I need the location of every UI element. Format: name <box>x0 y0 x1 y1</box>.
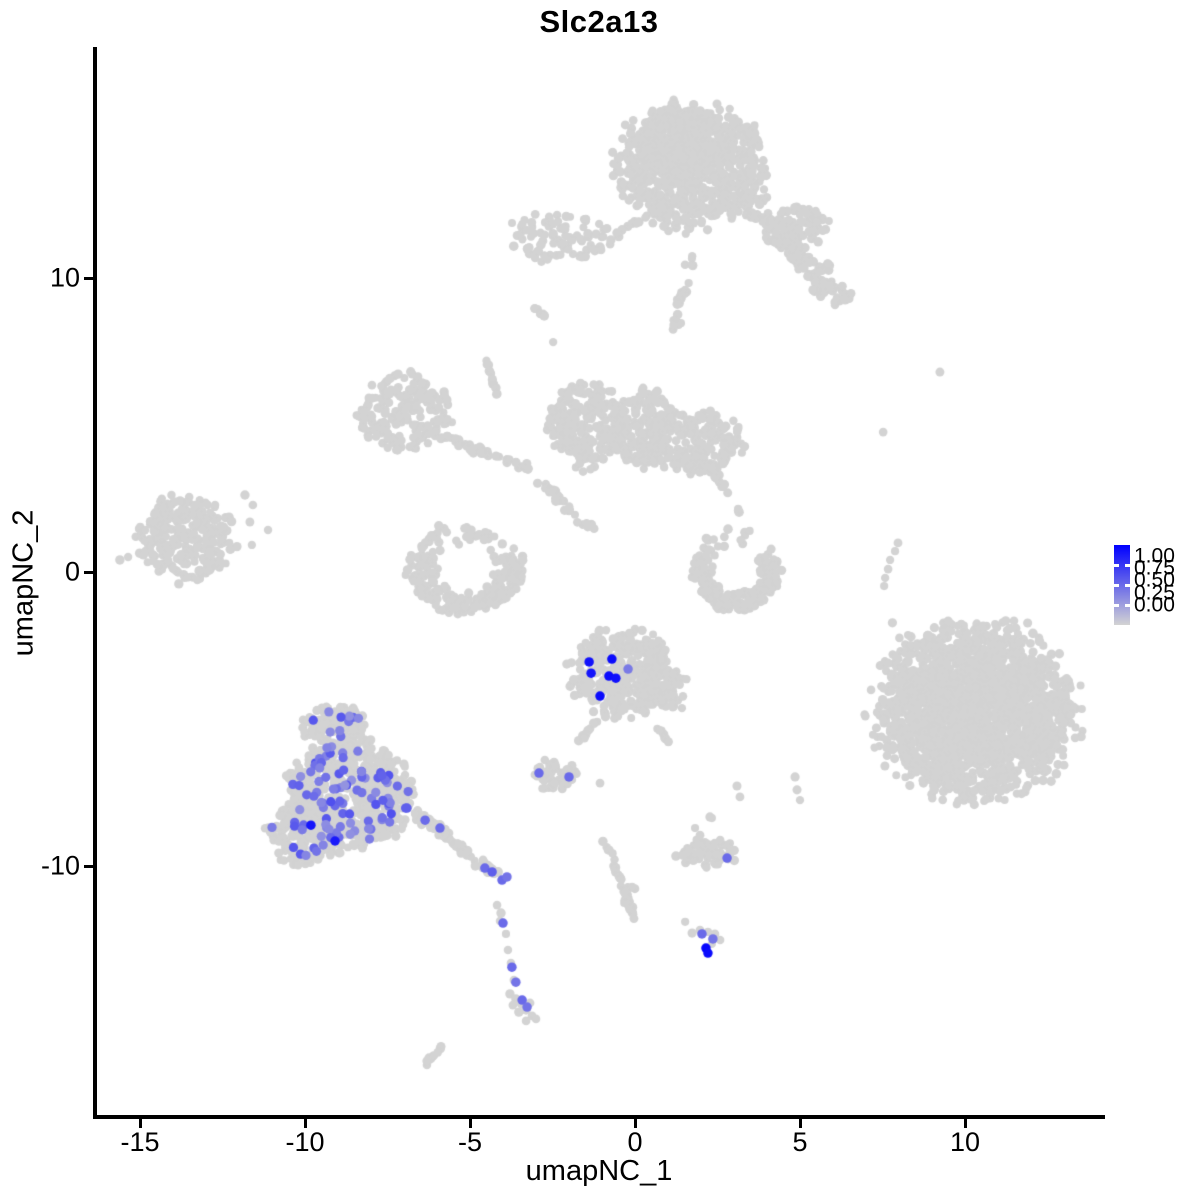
legend-tick-dash <box>1114 584 1119 587</box>
plot-title: Slc2a13 <box>539 4 659 39</box>
legend-label: 0.25 <box>1134 581 1175 605</box>
x-tick-mark <box>633 1119 637 1128</box>
x-tick-label: 0 <box>627 1127 643 1157</box>
x-tick-mark <box>798 1119 802 1128</box>
legend-label: 0.00 <box>1134 593 1175 617</box>
x-tick-label: -5 <box>457 1127 483 1157</box>
legend-tick-dash <box>1114 604 1119 607</box>
x-tick-mark <box>468 1119 472 1128</box>
x-tick-mark <box>963 1119 967 1128</box>
x-tick-mark <box>303 1119 307 1128</box>
legend-label: 0.50 <box>1134 568 1175 592</box>
x-axis-line <box>93 1115 1105 1119</box>
y-tick-label: -10 <box>40 850 80 881</box>
x-tick-label: 10 <box>949 1127 981 1157</box>
x-tick-mark <box>138 1119 142 1128</box>
x-axis-title: umapNC_1 <box>525 1155 673 1187</box>
y-tick-label: 10 <box>49 262 80 293</box>
y-tick-mark <box>84 570 93 574</box>
legend-tick-dash <box>1114 564 1119 567</box>
y-tick-mark <box>84 276 93 280</box>
x-tick-label: 5 <box>792 1127 808 1157</box>
y-tick-label: 0 <box>64 556 80 587</box>
x-tick-label: -10 <box>285 1127 325 1157</box>
x-tick-label: -15 <box>120 1127 160 1157</box>
y-axis-title: umapNC_2 <box>7 509 40 657</box>
legend-label: 0.75 <box>1134 556 1175 580</box>
y-tick-mark <box>84 864 93 868</box>
legend-tick-dash <box>1125 564 1130 567</box>
legend-tick-dash <box>1125 584 1130 587</box>
legend-tick-dash <box>1125 604 1130 607</box>
y-axis-line <box>93 47 97 1119</box>
legend-label: 1.00 <box>1134 544 1175 568</box>
